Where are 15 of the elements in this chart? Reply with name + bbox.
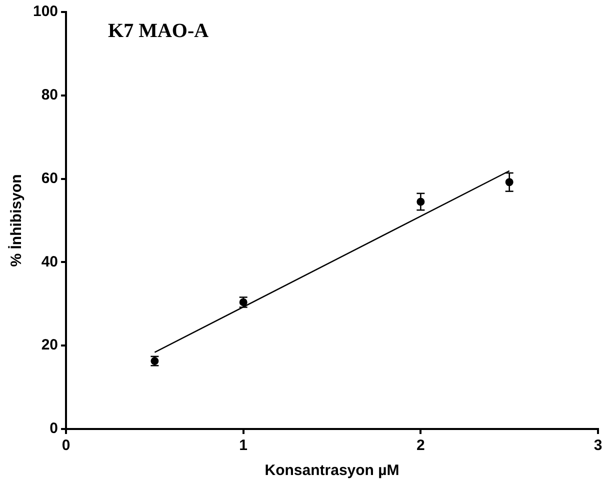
x-tick-label: 0 <box>62 437 70 454</box>
y-tick-label: 80 <box>41 86 58 104</box>
x-axis-title: Konsantrasyon µM <box>264 462 400 480</box>
point <box>416 198 425 206</box>
y-tick-label: 0 <box>50 420 58 438</box>
y-tick-label: 100 <box>32 3 58 20</box>
y-axis-title: % İnhibisyon <box>8 174 26 267</box>
y-tick-label: 20 <box>41 336 58 354</box>
point <box>505 178 514 186</box>
y-tick-label: 60 <box>41 170 58 187</box>
x-tick-label: 3 <box>594 437 602 454</box>
x-tick-label: 1 <box>239 437 248 454</box>
chart-title: K7 MAO-A <box>108 20 210 42</box>
y-tick-label: 40 <box>41 253 58 270</box>
x-tick-label: 2 <box>416 437 425 454</box>
